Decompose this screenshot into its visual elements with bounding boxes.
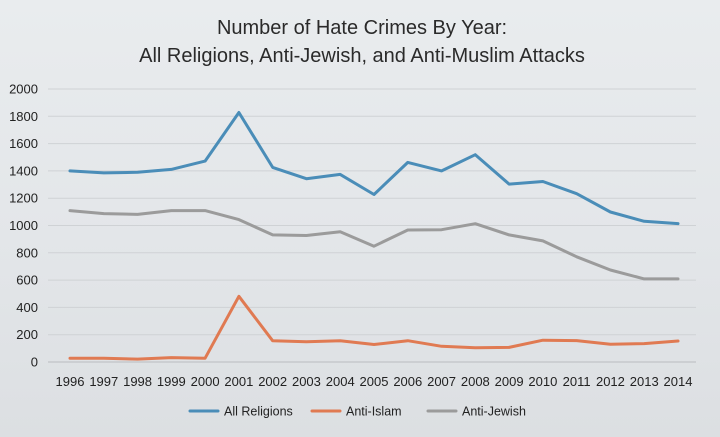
legend-label-all-religions: All Religions — [224, 405, 293, 419]
y-tick-label: 0 — [31, 355, 38, 370]
x-tick-label: 2009 — [495, 374, 524, 389]
x-tick-label: 1996 — [56, 374, 85, 389]
y-tick-label: 1000 — [9, 218, 38, 233]
y-axis-ticks: 0 200 400 600 800 1000 1200 1400 1600 1800 2000 — [9, 82, 38, 370]
x-tick-label: 2003 — [292, 374, 321, 389]
x-tick-label: 1998 — [123, 374, 152, 389]
series-line-all-religions — [68, 111, 680, 226]
legend-label-anti-jewish: Anti-Jewish — [462, 405, 526, 419]
x-tick-label: 1997 — [89, 374, 118, 389]
x-tick-label: 2011 — [563, 374, 591, 389]
gridlines — [48, 88, 696, 363]
x-tick-label: 2005 — [360, 374, 389, 389]
x-tick-label: 2014 — [664, 374, 693, 389]
x-tick-label: 2007 — [427, 374, 456, 389]
y-tick-label: 800 — [16, 245, 38, 260]
y-tick-label: 1800 — [9, 109, 38, 124]
x-tick-label: 2002 — [258, 374, 287, 389]
x-axis-ticks: 1996 1997 1998 1999 2000 2001 2002 2003 2004 2005… — [56, 374, 693, 389]
chart-title-line-2: All Religions, Anti-Jewish, and Anti-Mus… — [139, 45, 585, 67]
x-tick-label: 2008 — [461, 374, 490, 389]
x-tick-label: 2012 — [596, 374, 625, 389]
y-tick-label: 2000 — [9, 82, 38, 97]
y-tick-label: 1400 — [9, 163, 38, 178]
legend: All Religions Anti-Islam Anti-Jewish — [188, 405, 526, 419]
y-tick-label: 600 — [16, 273, 38, 288]
y-tick-label: 1200 — [9, 191, 38, 206]
chart-title: Number of Hate Crimes By Year: All Relig… — [139, 17, 585, 67]
y-tick-label: 400 — [16, 300, 38, 315]
x-tick-label: 2006 — [393, 374, 422, 389]
x-tick-label: 2001 — [224, 374, 253, 389]
x-tick-label: 1999 — [157, 374, 186, 389]
legend-label-anti-islam: Anti-Islam — [346, 405, 402, 419]
x-tick-label: 2004 — [326, 374, 355, 389]
series-line-anti-islam — [68, 294, 680, 361]
y-tick-label: 1600 — [9, 136, 38, 151]
x-tick-label: 2010 — [528, 374, 557, 389]
series-line-anti-jewish — [68, 209, 680, 281]
y-tick-label: 200 — [16, 327, 38, 342]
x-tick-label: 2013 — [630, 374, 659, 389]
series-lines — [68, 111, 680, 361]
chart-title-line-1: Number of Hate Crimes By Year: — [217, 17, 507, 39]
x-tick-label: 2000 — [191, 374, 220, 389]
